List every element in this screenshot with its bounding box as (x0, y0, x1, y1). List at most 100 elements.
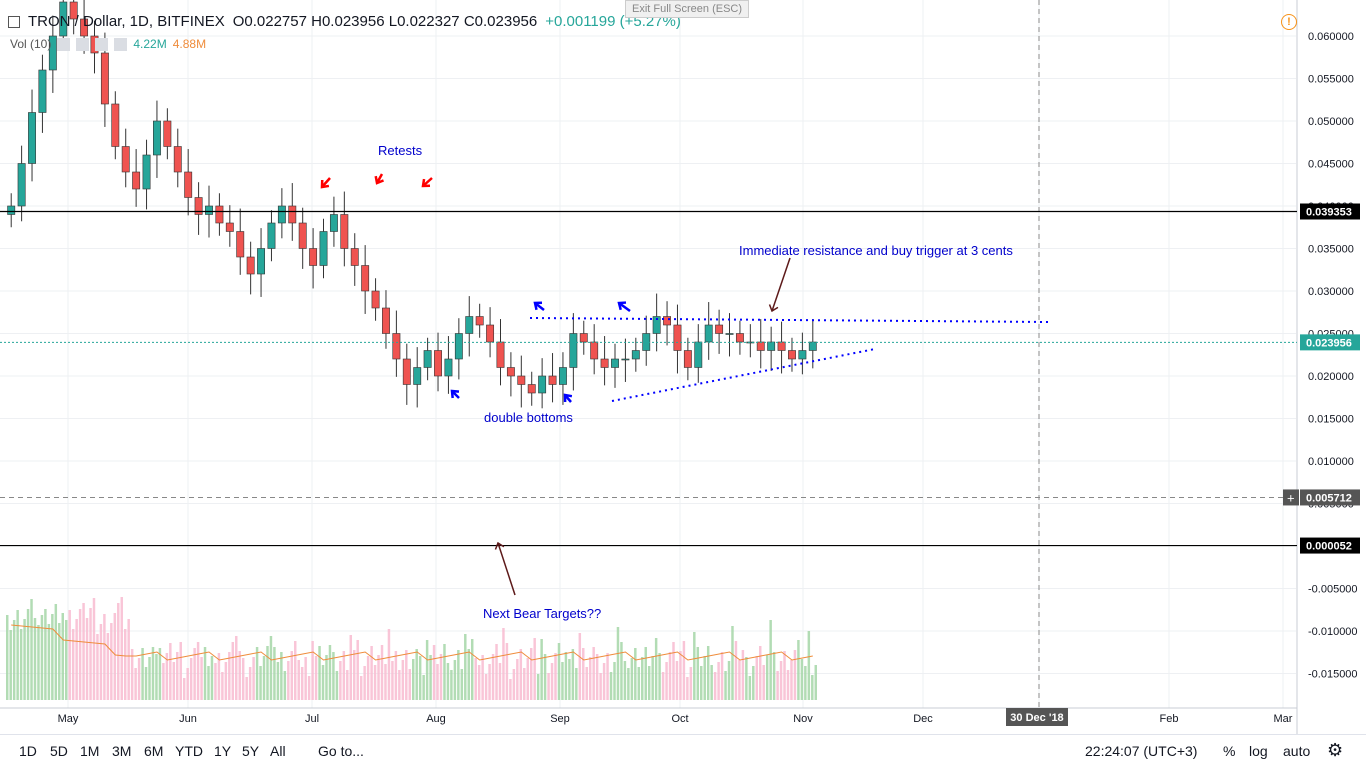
top-arrow-2-head (617, 301, 627, 311)
crosshair-date-label: 30 Dec '18 (1010, 712, 1063, 724)
x-tick-label: Nov (793, 713, 813, 725)
range-3m-button[interactable]: 3M (112, 743, 132, 759)
volume-bar (12, 620, 16, 700)
plus-icon[interactable] (95, 37, 109, 51)
volume-bar (588, 657, 592, 700)
y-tick-label: 0.045000 (1308, 159, 1354, 171)
y-tick-label: 0.030000 (1308, 286, 1354, 298)
candle-body (715, 324, 724, 334)
x-tick-label: Mar (1274, 713, 1293, 725)
annotation-retests: Retests (378, 143, 423, 158)
price-chart[interactable]: 0.0600000.0550000.0500000.0450000.040000… (0, 0, 1366, 734)
volume-bar (176, 652, 179, 700)
candle-body (465, 316, 474, 334)
range-1d-button[interactable]: 1D (19, 743, 37, 759)
candle-body (80, 18, 89, 37)
volume-bar (710, 665, 713, 700)
candle-body (725, 333, 734, 335)
volume-bar (561, 662, 564, 700)
volume-bar (151, 647, 155, 700)
volume-bar (668, 652, 672, 700)
volume-bar (453, 660, 457, 700)
y-tick-label: 0.010000 (1308, 456, 1354, 468)
volume-bar (634, 648, 637, 700)
range-ytd-button[interactable]: YTD (175, 743, 203, 759)
exit-fullscreen-button[interactable]: Exit Full Screen (ESC) (625, 0, 749, 18)
collapse-icon[interactable] (8, 15, 20, 28)
volume-bar (106, 633, 110, 700)
volume-bar (529, 648, 533, 700)
gear-icon[interactable]: ⚙ (1327, 740, 1344, 760)
volume-bar (571, 649, 575, 700)
volume-bar (290, 651, 294, 700)
range-1y-button[interactable]: 1Y (214, 743, 232, 759)
candle-body (434, 350, 442, 377)
volume-bar (110, 623, 113, 700)
warning-icon[interactable]: ! (1281, 14, 1297, 30)
candle-body (17, 163, 26, 207)
chart-header: TRON / Dollar, 1D, BITFINEX O0.022757 H0… (8, 13, 681, 30)
volume-bar (85, 618, 89, 700)
candle-body (559, 367, 567, 385)
range-5d-button[interactable]: 5D (50, 743, 68, 759)
volume-bar (221, 672, 224, 700)
volume-bar (61, 613, 64, 700)
x-tick-label: Aug (426, 713, 446, 725)
y-tick-label: 0.020000 (1308, 371, 1354, 383)
volume-bar (582, 648, 585, 700)
range-all-button[interactable]: All (270, 743, 286, 759)
y-tick-label: 0.060000 (1308, 31, 1354, 43)
last-price-label: 0.023956 (1306, 337, 1352, 349)
range-6m-button[interactable]: 6M (144, 743, 164, 759)
symbol-title[interactable]: TRON / Dollar, 1D, BITFINEX (28, 13, 225, 30)
candle-body (600, 358, 609, 368)
bear-target-arrow (497, 542, 516, 596)
volume-bar (68, 610, 71, 700)
close-icon[interactable] (114, 37, 128, 51)
volume-bar (540, 639, 543, 700)
candle-body (475, 316, 484, 326)
volume-bar (647, 666, 651, 700)
candle-body (423, 350, 432, 368)
volume-bar (425, 640, 429, 700)
volume-bar (113, 613, 117, 700)
clock[interactable]: 22:24:07 (UTC+3) (1085, 743, 1198, 759)
volume-bar (321, 665, 325, 700)
volume-bar (745, 657, 748, 700)
volume-bar (273, 647, 276, 700)
candle-body (413, 367, 422, 385)
volume-bar (19, 629, 23, 700)
eye-icon[interactable] (57, 37, 71, 51)
volume-bar (193, 648, 196, 700)
volume-bar (144, 667, 148, 700)
candle-body (340, 214, 349, 249)
percent-toggle[interactable]: % (1223, 743, 1236, 759)
volume-bar (287, 661, 290, 700)
volume-bar (300, 667, 304, 700)
settings-icon[interactable] (76, 37, 90, 51)
volume-bar (370, 646, 373, 700)
log-toggle[interactable]: log (1249, 743, 1268, 759)
range-5y-button[interactable]: 5Y (242, 743, 260, 759)
range-1m-button[interactable]: 1M (80, 743, 100, 759)
volume-bar (450, 670, 453, 700)
volume-bar (609, 672, 613, 700)
candle-body (652, 316, 661, 334)
volume-bar (318, 646, 321, 700)
volume-bar (578, 633, 582, 700)
volume-bar (120, 597, 123, 700)
y-tick-label: 0.035000 (1308, 244, 1354, 256)
volume-bar (262, 656, 266, 700)
volume-bar (814, 665, 817, 700)
volume-bar (248, 667, 252, 700)
volume-bar (661, 672, 665, 700)
candle-body (28, 112, 36, 164)
goto-button[interactable]: Go to... (318, 743, 364, 759)
volume-bar (627, 668, 630, 700)
price-tag-label: 0.039353 (1306, 206, 1352, 218)
volume-label[interactable]: Vol (10) (10, 37, 52, 51)
volume-bar (207, 666, 210, 700)
auto-toggle[interactable]: auto (1283, 743, 1311, 759)
candle-body (735, 333, 744, 343)
candle-body (798, 350, 807, 360)
